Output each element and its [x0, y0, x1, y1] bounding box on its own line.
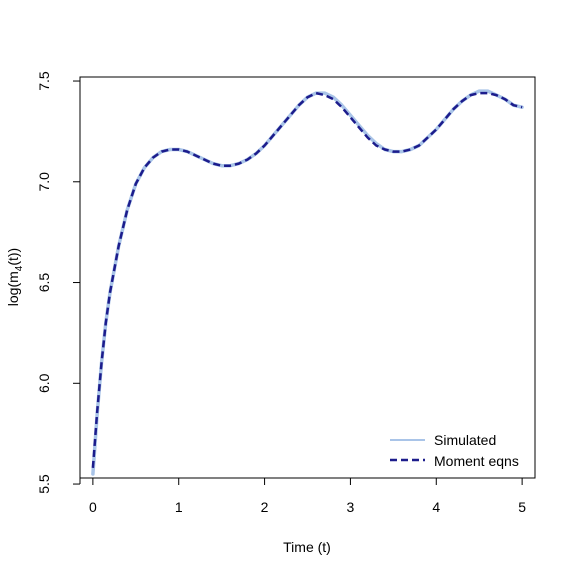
series-layer: [91, 89, 524, 476]
y-tick-label: 5.5: [36, 474, 52, 494]
x-tick-label: 4: [432, 499, 440, 515]
x-tick-label: 5: [518, 499, 526, 515]
x-tick-label: 3: [347, 499, 355, 515]
y-tick-label: 7.0: [36, 172, 52, 192]
y-axis-label-subscript: 4: [14, 265, 25, 271]
x-tick-label: 0: [89, 499, 97, 515]
x-axis: 0 1 2 3 4 5: [89, 477, 526, 515]
x-tick-label: 2: [261, 499, 269, 515]
y-axis: 5.5 6.0 6.5 7.0 7.5: [36, 71, 81, 494]
series-line-moment-eqns: [91, 91, 523, 468]
x-axis-label: Time (t): [283, 539, 331, 555]
y-axis-label: log(m4(t)): [5, 248, 25, 306]
y-axis-label-prefix: log(m: [5, 271, 21, 306]
legend-label-moment-eqns: Moment eqns: [434, 453, 519, 469]
y-axis-label-suffix: (t)): [5, 248, 21, 266]
y-tick-label: 6.0: [36, 373, 52, 393]
legend: Simulated Moment eqns: [390, 432, 519, 469]
y-tick-label: 6.5: [36, 273, 52, 293]
x-tick-label: 1: [175, 499, 183, 515]
legend-label-simulated: Simulated: [434, 432, 496, 448]
y-tick-label: 7.5: [36, 71, 52, 91]
